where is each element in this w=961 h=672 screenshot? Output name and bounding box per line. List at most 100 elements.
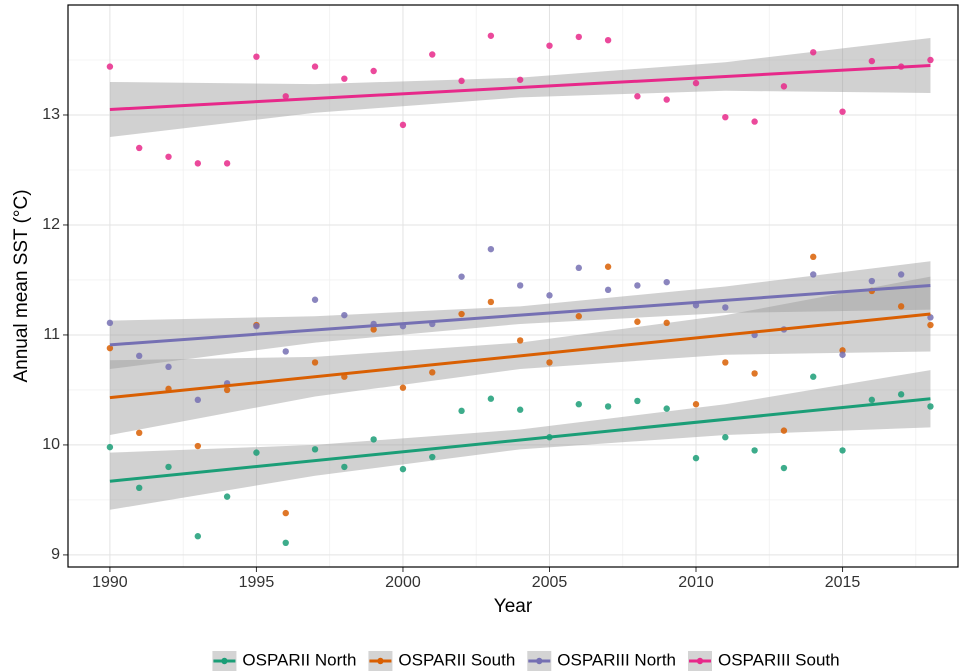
- data-point: [692, 79, 700, 87]
- legend-item: OSPARIII South: [688, 650, 840, 671]
- data-point: [516, 282, 524, 289]
- data-point: [370, 67, 377, 75]
- data-point: [546, 359, 553, 366]
- data-point: [458, 77, 465, 85]
- data-point: [487, 395, 495, 402]
- data-point: [165, 363, 172, 371]
- trend-line: [109, 312, 931, 400]
- data-point: [282, 348, 289, 355]
- data-point: [253, 53, 260, 60]
- legend-item: OSPARIII North: [527, 650, 676, 671]
- data-point: [458, 310, 465, 318]
- data-point: [663, 96, 670, 103]
- data-point: [487, 32, 495, 39]
- data-point: [136, 484, 143, 492]
- data-point: [575, 401, 582, 408]
- trend-line: [109, 397, 931, 483]
- data-point: [399, 121, 407, 129]
- data-point: [165, 153, 172, 160]
- data-point: [194, 533, 202, 540]
- x-tick-label: 2010: [678, 574, 714, 591]
- legend: OSPARII North OSPARII South OSPARIII North…: [212, 650, 840, 671]
- x-tick-label: 1995: [239, 574, 275, 591]
- data-point: [780, 427, 788, 434]
- data-point: [399, 465, 407, 473]
- data-point: [634, 397, 641, 405]
- data-point: [223, 160, 231, 167]
- legend-key-dot: [221, 657, 228, 665]
- data-point: [780, 83, 788, 90]
- data-point: [223, 493, 231, 500]
- data-point: [927, 321, 934, 329]
- legend-key-dot: [377, 657, 384, 665]
- data-point: [927, 56, 934, 64]
- data-point: [868, 57, 876, 65]
- data-point: [722, 304, 729, 311]
- data-point: [516, 76, 524, 83]
- data-point: [751, 447, 758, 454]
- data-point: [897, 303, 905, 310]
- data-point: [341, 463, 348, 471]
- data-point: [839, 108, 846, 115]
- data-point: [370, 326, 377, 333]
- data-point: [868, 396, 876, 404]
- legend-label: OSPARIII South: [718, 650, 840, 669]
- plot-background: [68, 5, 958, 567]
- data-point: [839, 447, 846, 454]
- data-point: [575, 313, 582, 320]
- data-point: [780, 464, 788, 472]
- data-point: [663, 278, 670, 286]
- data-point: [868, 277, 876, 285]
- data-point: [429, 453, 436, 461]
- data-point: [487, 298, 495, 306]
- data-point: [575, 33, 582, 41]
- legend-label: OSPARII South: [398, 650, 515, 669]
- data-point: [516, 406, 524, 413]
- y-tick-label: 13: [42, 106, 60, 123]
- data-point: [106, 63, 114, 70]
- data-point: [194, 442, 202, 450]
- y-tick-label: 9: [51, 546, 60, 563]
- data-point: [282, 93, 289, 100]
- x-axis-title: Year: [494, 596, 533, 617]
- data-point: [106, 443, 114, 451]
- data-point: [546, 292, 553, 299]
- data-point: [897, 391, 905, 398]
- data-point: [253, 449, 260, 456]
- data-point: [516, 337, 524, 344]
- data-point: [136, 144, 143, 152]
- data-point: [311, 446, 319, 453]
- data-point: [722, 434, 729, 441]
- y-tick-label: 10: [42, 436, 60, 453]
- y-tick-label: 11: [43, 326, 60, 343]
- data-point: [927, 403, 934, 410]
- legend-label: OSPARII North: [242, 650, 356, 669]
- data-point: [604, 286, 612, 294]
- data-point: [429, 369, 436, 376]
- data-point: [634, 318, 641, 325]
- data-point: [634, 282, 641, 289]
- data-point: [722, 359, 729, 366]
- legend-key-dot: [536, 657, 543, 665]
- data-point: [165, 463, 172, 471]
- data-point: [458, 407, 465, 415]
- data-point: [429, 51, 436, 58]
- legend-label: OSPARIII North: [557, 650, 676, 669]
- data-point: [194, 396, 202, 404]
- data-point: [810, 373, 817, 380]
- x-tick-label: 2005: [532, 574, 568, 591]
- data-point: [604, 263, 612, 270]
- data-point: [751, 118, 758, 125]
- data-point: [692, 454, 700, 462]
- data-point: [604, 36, 612, 44]
- trend-line: [109, 63, 931, 111]
- data-point: [136, 429, 143, 437]
- data-point: [341, 75, 348, 82]
- data-point: [311, 296, 319, 303]
- data-point: [282, 539, 289, 547]
- data-point: [604, 403, 612, 410]
- data-point: [751, 370, 758, 377]
- data-point: [253, 322, 260, 330]
- data-point: [311, 63, 319, 70]
